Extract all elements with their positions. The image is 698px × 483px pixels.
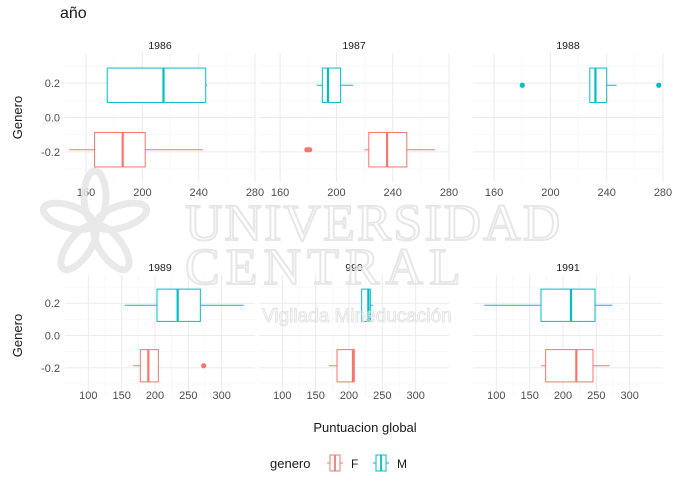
chart-title: año — [60, 5, 87, 22]
box-M — [361, 288, 373, 322]
watermark-line1: UNIVERSIDAD — [185, 195, 562, 252]
box-iqr — [589, 67, 608, 103]
strip-label: 1988 — [556, 40, 580, 52]
outlier-point — [656, 82, 662, 88]
panel-1991: 1991 100 150 200 250 300 — [473, 262, 663, 402]
y-tick-label: -0.2 — [41, 363, 60, 375]
watermark: UNIVERSIDAD CENTRAL Vigilada Mineducació… — [39, 167, 562, 328]
x-tick-label: 280 — [440, 187, 458, 199]
legend: genero F M — [270, 454, 407, 472]
x-tick-label: 250 — [373, 390, 391, 402]
x-axis-title: Puntuacion global — [313, 420, 416, 435]
box-M — [519, 67, 662, 103]
x-tick-label: 200 — [541, 187, 559, 199]
y-tick-label: 0.0 — [45, 113, 60, 125]
x-tick-label: 250 — [179, 390, 197, 402]
x-tick-label: 280 — [246, 187, 264, 199]
x-tick-label: 100 — [487, 390, 505, 402]
box-iqr — [361, 288, 371, 322]
x-tick-label: 200 — [146, 390, 164, 402]
x-tick-label: 150 — [306, 390, 324, 402]
strip-label: 1991 — [556, 262, 580, 274]
box-F — [541, 349, 610, 383]
x-tick-label: 200 — [340, 390, 358, 402]
panels-layer: 1986 160 200 240 280 0.2 0.0 -0.2 1987 160 200 240 2… — [10, 40, 672, 402]
y-tick-label: 0.0 — [45, 331, 60, 343]
outlier-point — [201, 363, 207, 369]
x-tick-label: 150 — [520, 390, 538, 402]
strip-label: 1989 — [148, 262, 172, 274]
watermark-line3: Vigilada Mineducación — [262, 306, 452, 327]
x-tick-label: 240 — [190, 187, 208, 199]
box-M — [106, 67, 208, 103]
box-iqr — [336, 349, 355, 383]
x-tick-label: 200 — [554, 390, 572, 402]
x-tick-label: 200 — [133, 187, 151, 199]
box-iqr — [545, 349, 594, 383]
x-tick-label: 250 — [587, 390, 605, 402]
x-tick-label: 150 — [112, 390, 130, 402]
box-iqr — [106, 67, 207, 103]
x-tick-label: 160 — [271, 187, 289, 199]
strip-label: 990 — [345, 262, 363, 274]
x-tick-label: 300 — [212, 390, 230, 402]
panel-1987: 1987 160 200 240 280 — [259, 40, 458, 199]
outlier-point — [519, 82, 525, 88]
box-iqr — [540, 288, 596, 322]
legend-title: genero — [270, 456, 310, 471]
y-axis-title: Genero — [10, 314, 25, 357]
x-tick-label: 240 — [598, 187, 616, 199]
box-M — [125, 288, 244, 322]
y-tick-label: 0.2 — [45, 78, 60, 90]
legend-label: F — [351, 457, 358, 471]
box-F — [304, 132, 435, 168]
x-tick-label: 300 — [406, 390, 424, 402]
x-tick-label: 300 — [620, 390, 638, 402]
y-tick-label: 0.2 — [45, 298, 60, 310]
watermark-logo-icon — [39, 167, 151, 274]
box-M — [316, 67, 354, 103]
box-F — [329, 349, 355, 383]
y-axis-title: Genero — [10, 96, 25, 139]
outlier-point — [307, 147, 313, 153]
panel-1988: 1988 160 200 240 280 — [473, 40, 672, 199]
legend-label: M — [397, 457, 407, 471]
strip-label: 1986 — [148, 40, 172, 52]
x-tick-label: 160 — [485, 187, 503, 199]
box-M — [484, 288, 613, 322]
y-tick-label: -0.2 — [41, 147, 60, 159]
legend-item-F: F — [327, 454, 358, 472]
box-F — [69, 132, 203, 168]
box-iqr — [94, 132, 146, 168]
box-iqr — [321, 67, 342, 103]
panel-990: 990 100 150 200 250 300 — [259, 262, 449, 402]
x-tick-label: 240 — [384, 187, 402, 199]
strip-label: 1987 — [342, 40, 366, 52]
watermark-line2: CENTRAL — [185, 239, 467, 296]
x-tick-label: 100 — [273, 390, 291, 402]
x-tick-label: 280 — [654, 187, 672, 199]
x-tick-label: 200 — [327, 187, 345, 199]
panel-1989: 1989 100 150 200 250 300 0.2 0.0 -0.2 — [41, 262, 255, 402]
box-F — [133, 349, 207, 383]
legend-item-M: M — [373, 454, 407, 472]
x-tick-label: 100 — [79, 390, 97, 402]
